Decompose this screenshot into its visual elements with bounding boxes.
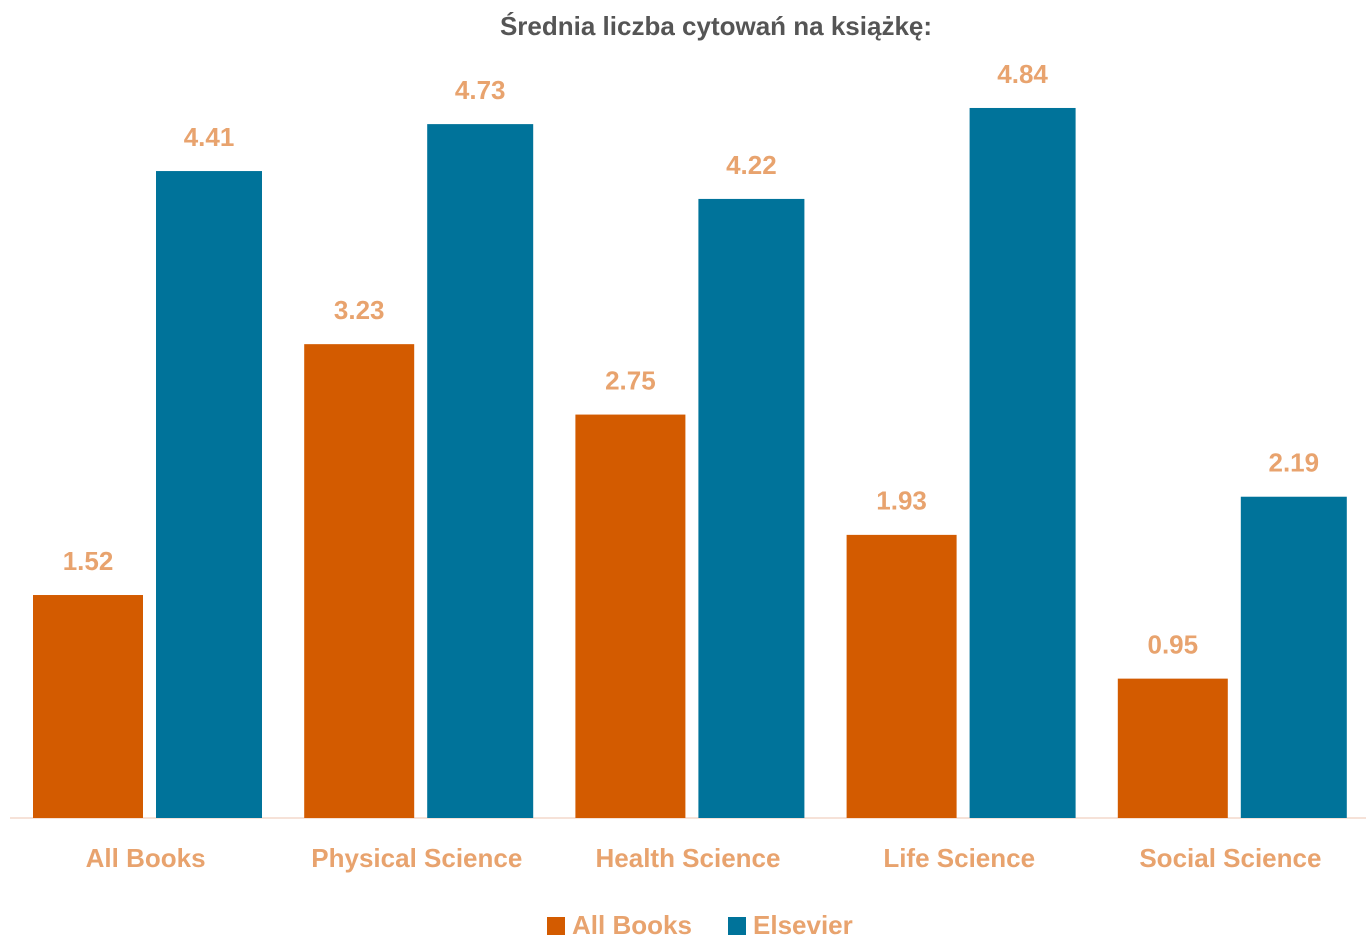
bar — [33, 595, 143, 818]
legend-swatch — [547, 917, 565, 935]
x-tick-label: Physical Science — [311, 843, 522, 873]
data-label: 0.95 — [1147, 630, 1198, 660]
data-label: 1.93 — [876, 486, 927, 516]
chart-title: Średnia liczba cytowań na książkę: — [500, 11, 932, 41]
x-tick-label: All Books — [86, 843, 206, 873]
x-tick-label: Life Science — [883, 843, 1035, 873]
x-tick-label: Health Science — [596, 843, 781, 873]
bar — [304, 344, 415, 818]
data-label: 4.84 — [997, 59, 1048, 89]
data-label: 3.23 — [334, 295, 385, 325]
bar — [156, 171, 262, 819]
bar — [846, 534, 957, 818]
bar — [969, 107, 1076, 819]
bar — [427, 124, 534, 818]
data-label: 4.41 — [184, 122, 235, 152]
data-label: 1.52 — [63, 546, 114, 576]
bar — [1240, 496, 1347, 818]
data-label: 4.22 — [726, 150, 777, 180]
bar — [698, 198, 805, 818]
bar — [1117, 678, 1228, 818]
x-tick-label: Social Science — [1139, 843, 1321, 873]
legend-label: Elsevier — [753, 910, 853, 938]
legend-swatch — [728, 917, 746, 935]
legend-label: All Books — [572, 910, 692, 938]
data-label: 2.19 — [1268, 448, 1319, 478]
data-label: 2.75 — [605, 365, 656, 395]
bar — [575, 414, 686, 818]
data-label: 4.73 — [455, 75, 506, 105]
